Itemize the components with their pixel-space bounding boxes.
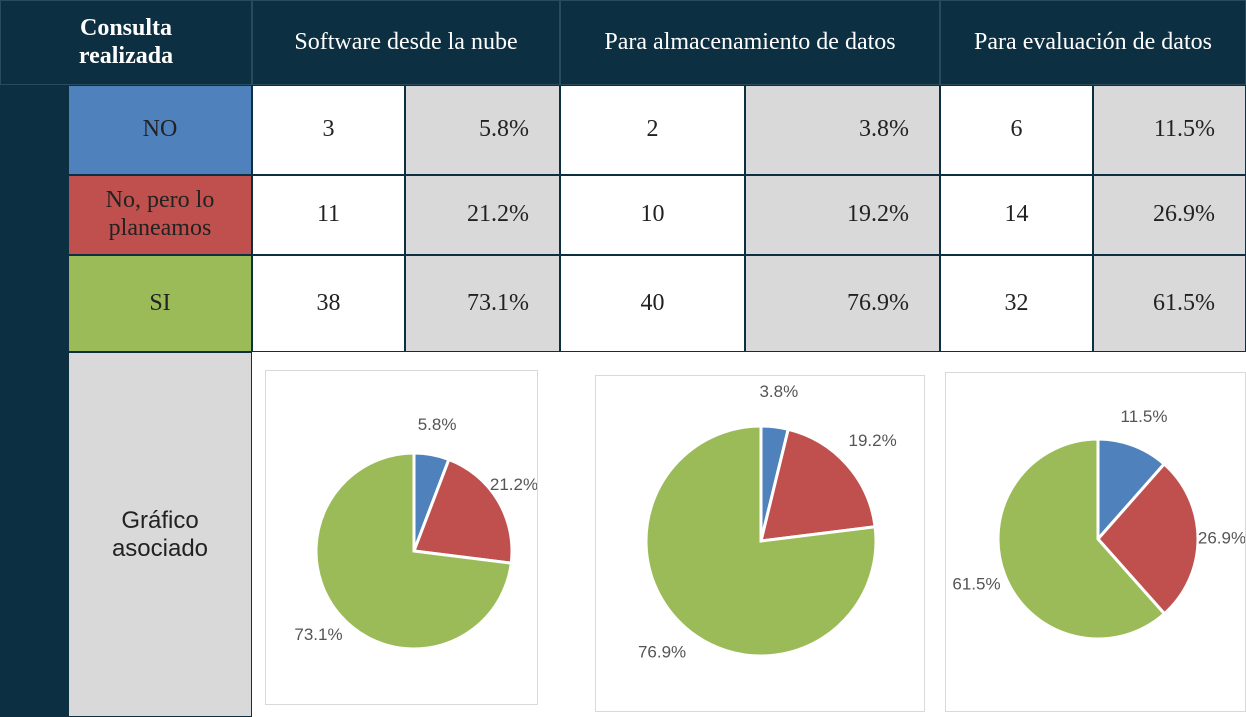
pie-label: 21.2% [490,475,538,494]
cell: 21.2% [405,175,560,255]
pie-label: 3.8% [759,382,798,401]
cell: 61.5% [1093,255,1246,352]
cell: 6 [940,85,1093,175]
pie-label: 5.8% [418,415,457,434]
pie-label: 61.5% [952,575,1000,594]
pie-slice [996,437,1167,641]
cell: 32 [940,255,1093,352]
cell: 5.8% [405,85,560,175]
pie-label: 26.9% [1198,528,1246,547]
header-cell: Software desde la nube [252,0,560,85]
row-label: No, pero lo planeamos [68,175,252,255]
pie-label: 73.1% [294,625,342,644]
pie-slice [1095,461,1200,616]
pie-label: 19.2% [849,431,897,450]
cell: 14 [940,175,1093,255]
pie-slice [644,424,878,658]
cell: 3 [252,85,405,175]
cell: 3.8% [745,85,940,175]
cell: 19.2% [745,175,940,255]
cell: 11 [252,175,405,255]
cell: 38 [252,255,405,352]
side-strip [0,85,68,717]
header-cell: Consulta realizada [0,0,252,85]
pie-label: 11.5% [1121,407,1168,426]
pie-chart: 5.8% 21.2% 73.1% [265,370,538,705]
pie-slice [314,451,513,651]
cell: 10 [560,175,745,255]
pie-label: 76.9% [638,643,686,662]
cell: 73.1% [405,255,560,352]
cell: 11.5% [1093,85,1246,175]
row-label: NO [68,85,252,175]
pie-chart: 11.5% 26.9% 61.5% [945,372,1246,712]
cell: 26.9% [1093,175,1246,255]
cell: 76.9% [745,255,940,352]
cell: 40 [560,255,745,352]
pie-slice [411,457,514,565]
chart-row-label: Gráfico asociado [68,352,252,717]
header-cell: Para evaluación de datos [940,0,1246,85]
row-label: SI [68,255,252,352]
pie-slice [759,427,877,543]
header-cell: Para almacenamiento de datos [560,0,940,85]
cell: 2 [560,85,745,175]
pie-chart: 3.8% 19.2% 76.9% [595,375,925,712]
